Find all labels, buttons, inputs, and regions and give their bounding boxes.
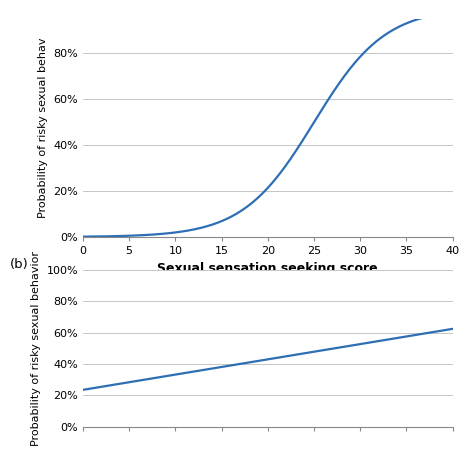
Y-axis label: Probability of risky sexual behav: Probability of risky sexual behav	[38, 38, 48, 218]
Text: (b): (b)	[9, 258, 28, 271]
Y-axis label: Probability of risky sexual behavior: Probability of risky sexual behavior	[31, 251, 41, 446]
X-axis label: Sexual sensation seeking score: Sexual sensation seeking score	[157, 262, 378, 274]
